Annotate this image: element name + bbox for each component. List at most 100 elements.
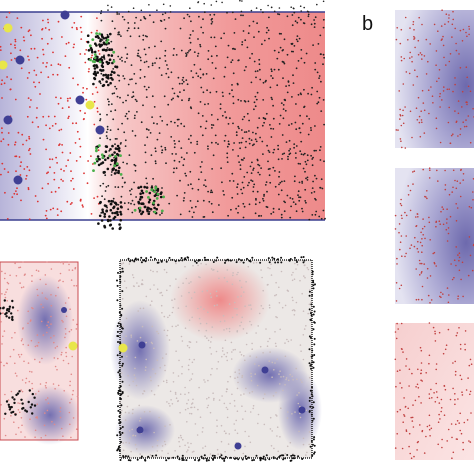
water-particle [14, 57, 16, 60]
water-particle [438, 331, 441, 334]
water-particle [453, 259, 456, 262]
water-particle [435, 391, 438, 393]
water-particle [28, 135, 30, 138]
water-particle [452, 18, 455, 21]
solvent-particle [312, 313, 315, 316]
solvent-particle [126, 117, 129, 120]
solvent-particle [171, 153, 174, 155]
water-particle [122, 338, 125, 340]
molecule-atom [155, 197, 159, 200]
solvent-particle [106, 137, 109, 140]
water-particle [449, 142, 452, 144]
ion [0, 60, 8, 70]
water-particle [29, 106, 31, 108]
water-particle [398, 231, 400, 234]
water-particle [444, 348, 447, 351]
water-particle [120, 413, 122, 416]
water-particle [61, 319, 63, 322]
solvent-particle [118, 419, 121, 421]
water-particle [45, 381, 47, 384]
solvent-particle [277, 193, 280, 196]
water-particle [184, 265, 186, 268]
water-particle [150, 341, 153, 344]
molecule-atom [101, 78, 104, 81]
water-particle [452, 133, 454, 135]
water-particle [417, 53, 420, 56]
solvent-particle [149, 256, 152, 259]
water-particle [82, 206, 84, 208]
solvent-particle [215, 259, 218, 262]
water-particle [440, 398, 443, 401]
solvent-particle [312, 279, 315, 282]
water-particle [44, 297, 47, 299]
water-particle [225, 390, 228, 393]
water-particle [442, 35, 444, 38]
solvent-particle [232, 149, 234, 151]
molecule-atom [101, 161, 105, 164]
molecule-atom [6, 309, 9, 312]
solvent-particle [118, 33, 121, 36]
solvent-particle [106, 47, 109, 49]
molecule-atom [103, 170, 106, 174]
solvent-particle [255, 140, 258, 143]
molecule-atom [0, 307, 2, 310]
water-particle [36, 345, 39, 347]
solvent-particle [236, 193, 239, 195]
molecule-atom [118, 227, 122, 231]
solvent-particle [202, 91, 205, 94]
water-particle [21, 133, 24, 136]
solvent-particle [197, 178, 200, 181]
solvent-particle [117, 405, 119, 408]
water-particle [455, 246, 458, 248]
water-particle [441, 438, 443, 441]
solvent-particle [240, 188, 243, 191]
solvent-particle [219, 103, 222, 105]
water-particle [400, 56, 403, 58]
water-particle [11, 196, 14, 199]
solvent-particle [178, 259, 180, 262]
water-particle [304, 276, 306, 279]
water-particle [47, 171, 49, 174]
molecule-atom [116, 207, 120, 210]
solvent-particle [189, 170, 192, 173]
water-particle [301, 381, 303, 383]
water-particle [52, 207, 55, 210]
solvent-particle [302, 261, 305, 264]
water-particle [226, 352, 229, 354]
panel-bg [395, 10, 474, 148]
water-particle [36, 200, 39, 203]
solvent-particle [310, 393, 313, 396]
molecule-atom [103, 212, 107, 216]
water-particle [33, 47, 36, 50]
water-particle [156, 330, 158, 333]
solvent-particle [229, 259, 232, 262]
solvent-particle [214, 67, 217, 70]
water-particle [2, 312, 4, 314]
solvent-particle [175, 153, 177, 155]
water-particle [207, 339, 210, 342]
molecule-atom [117, 171, 120, 175]
water-particle [459, 133, 462, 136]
water-particle [15, 433, 17, 436]
water-particle [206, 290, 208, 292]
solvent-particle [280, 32, 282, 35]
water-particle [225, 432, 227, 435]
solvent-particle [159, 57, 161, 60]
solvent-particle [184, 172, 187, 175]
water-particle [299, 279, 301, 282]
solvent-particle [255, 132, 257, 135]
solvent-particle [283, 38, 286, 41]
water-particle [4, 272, 6, 275]
water-particle [433, 251, 436, 254]
water-particle [275, 316, 277, 318]
solvent-particle [147, 455, 150, 458]
water-particle [264, 393, 266, 395]
solvent-particle [289, 148, 292, 150]
water-particle [421, 298, 423, 301]
solvent-particle [215, 141, 217, 144]
solvent-particle [293, 454, 296, 457]
water-particle [60, 128, 63, 131]
water-particle [228, 303, 231, 305]
water-particle [17, 309, 19, 312]
solvent-particle [129, 459, 132, 462]
